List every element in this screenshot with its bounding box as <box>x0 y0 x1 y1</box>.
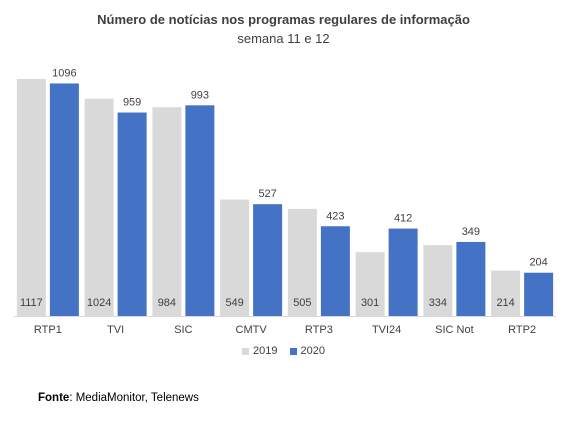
data-label-2020-rtp1: 1096 <box>52 67 76 79</box>
bar-2020-tvi24 <box>388 228 418 316</box>
data-label-2019-rtp1: 1117 <box>20 297 43 309</box>
bar-2019-tvi <box>84 98 114 316</box>
data-label-2019-sic-not: 334 <box>429 297 447 309</box>
bar-2020-tvi <box>117 112 147 317</box>
data-label-2020-cmtv: 527 <box>258 188 276 200</box>
data-label-2020-tvi24: 412 <box>394 213 412 225</box>
source-note: Fonte: MediaMonitor, Telenews <box>38 392 199 404</box>
data-label-2020-sic-not: 349 <box>462 226 480 238</box>
x-tick-label-tvi24: TVI24 <box>372 324 401 336</box>
data-label-2019-tvi24: 301 <box>361 297 379 309</box>
bar-2020-rtp3 <box>320 226 350 316</box>
x-tick-label-rtp2: RTP2 <box>508 324 536 336</box>
bar-2019-sic-not <box>423 245 453 316</box>
data-label-2019-tvi: 1024 <box>87 297 111 309</box>
data-label-2019-sic: 984 <box>158 297 176 309</box>
data-label-2019-rtp2: 214 <box>496 297 514 309</box>
legend-label-2019: 2019 <box>253 345 278 357</box>
x-tick-label-tvi: TVI <box>107 324 124 336</box>
data-label-2020-tvi: 959 <box>123 97 141 109</box>
bar-2019-rtp1 <box>16 79 46 316</box>
legend-item-2019: 2019 <box>242 345 278 357</box>
x-tick-label-cmtv: CMTV <box>236 324 268 336</box>
x-tick-label-rtp1: RTP1 <box>34 324 62 336</box>
x-tick-label-sic-not: SIC Not <box>435 324 474 336</box>
data-label-2019-rtp3: 505 <box>293 297 311 309</box>
x-tick-label-sic: SIC <box>174 324 192 336</box>
chart-title: Número de notícias nos programas regular… <box>97 12 470 27</box>
bar-2020-sic-not <box>456 241 486 316</box>
legend-swatch-2020 <box>289 347 297 355</box>
bar-2020-rtp2 <box>524 272 554 316</box>
data-label-2020-rtp2: 204 <box>529 257 547 269</box>
bar-2019-sic <box>152 107 182 316</box>
bar-2020-sic <box>185 105 215 316</box>
bar-2020-rtp1 <box>49 83 79 316</box>
bar-2019-rtp2 <box>491 270 521 316</box>
bar-2020-cmtv <box>253 204 283 316</box>
legend: 2019 2020 <box>0 345 567 357</box>
data-label-2020-sic: 993 <box>191 89 209 101</box>
data-label-2019-cmtv: 549 <box>225 297 243 309</box>
data-label-2020-rtp3: 423 <box>326 210 344 222</box>
bars-group <box>16 79 554 317</box>
bar-2019-tvi24 <box>355 252 385 316</box>
x-tick-label-rtp3: RTP3 <box>305 324 333 336</box>
bar-2019-cmtv <box>220 199 250 316</box>
legend-item-2020: 2020 <box>289 345 325 357</box>
legend-label-2020: 2020 <box>300 345 325 357</box>
source-text: : MediaMonitor, Telenews <box>69 392 199 404</box>
chart-subtitle: semana 11 e 12 <box>237 31 330 46</box>
source-label: Fonte <box>38 392 70 404</box>
legend-swatch-2019 <box>242 347 250 355</box>
bar-2019-rtp3 <box>287 208 317 316</box>
labels-group: 1117 1096 RTP1 1024 959 TVI 984 993 SIC 549 527 CMT… <box>20 67 548 336</box>
